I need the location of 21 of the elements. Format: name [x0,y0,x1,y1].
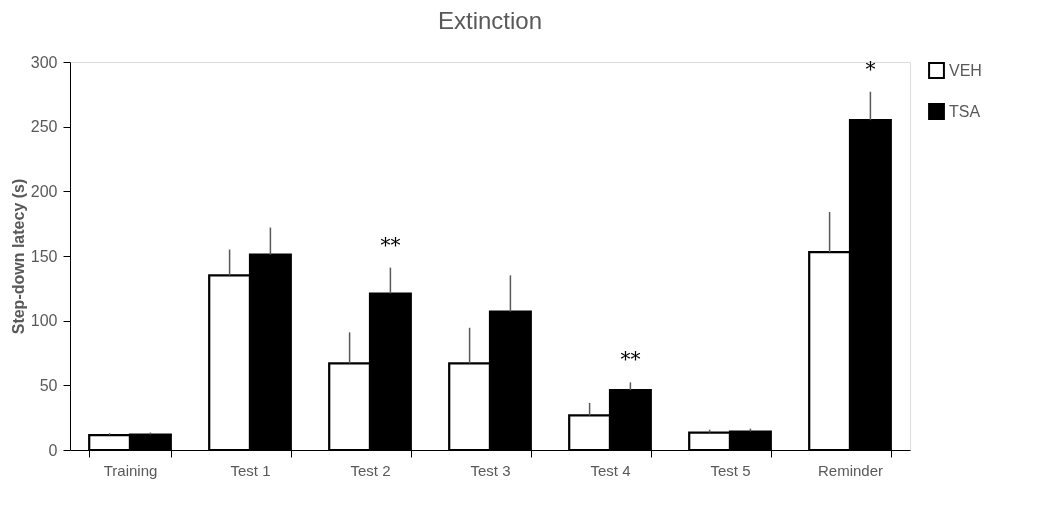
legend-label: VEH [949,61,982,79]
x-tick-label: Test 5 [710,461,751,479]
x-tick-label: Reminder [817,461,884,479]
y-tick-label: 300 [30,53,58,71]
y-axis-title: Step-down latecy (s) [9,178,27,335]
x-tick-label: Training [103,461,158,479]
x-tick-label: Test 4 [590,461,631,479]
y-tick-label: 100 [30,312,58,330]
legend-label: TSA [949,102,981,120]
data-label: ** [620,347,641,372]
y-tick-label: 200 [30,182,58,200]
y-tick-label: 0 [48,441,58,459]
chart-title: Extinction [437,7,543,34]
x-tick-label: Test 3 [470,461,511,479]
y-tick-label: 250 [30,118,58,136]
data-label: * [865,56,876,81]
y-tick-label: 150 [30,247,58,265]
data-label: ** [380,232,401,257]
x-tick-label: Test 1 [230,461,271,479]
y-tick-label: 50 [39,376,58,394]
x-tick-label: Test 2 [350,461,391,479]
